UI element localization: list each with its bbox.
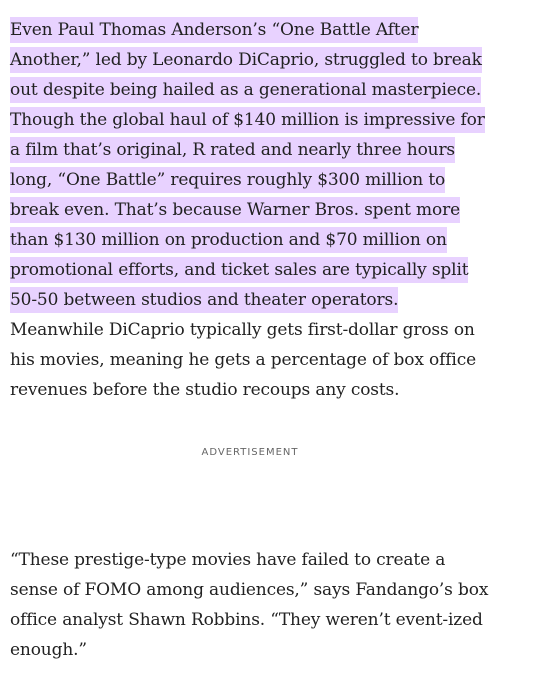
highlighted-text[interactable]: Even Paul Thomas Anderson’s “One Battle …: [10, 17, 419, 43]
highlighted-text[interactable]: long, “One Battle” requires roughly $300…: [10, 167, 445, 193]
paragraph-box-office: Even Paul Thomas Anderson’s “One Battle …: [10, 15, 530, 405]
paragraph-line: office analyst Shawn Robbins. “They were…: [10, 610, 483, 630]
paragraph-line: long, “One Battle” requires roughly $300…: [10, 165, 530, 195]
paragraph-line: enough.”: [10, 640, 87, 660]
paragraph-line: out despite being hailed as a generation…: [10, 75, 530, 105]
paragraph-line: break even. That’s because Warner Bros. …: [10, 195, 530, 225]
paragraph-line: Another,” led by Leonardo DiCaprio, stru…: [10, 45, 530, 75]
paragraph-line: sense of FOMO among audiences,” says Fan…: [10, 580, 489, 600]
paragraph-line: promotional efforts, and ticket sales ar…: [10, 255, 530, 285]
highlighted-text[interactable]: break even. That’s because Warner Bros. …: [10, 197, 460, 223]
paragraph-line: Even Paul Thomas Anderson’s “One Battle …: [10, 15, 530, 45]
highlighted-text[interactable]: out despite being hailed as a generation…: [10, 77, 481, 103]
highlighted-text[interactable]: Another,” led by Leonardo DiCaprio, stru…: [10, 47, 482, 73]
highlighted-text[interactable]: 50-50 between studios and theater operat…: [10, 287, 398, 313]
advertisement-label: ADVERTISEMENT: [201, 447, 299, 458]
paragraph-line: Meanwhile DiCaprio typically gets first-…: [10, 320, 475, 340]
paragraph-line: than $130 million on production and $70 …: [10, 225, 530, 255]
paragraph-line: a film that’s original, R rated and near…: [10, 135, 530, 165]
paragraph-line: “These prestige-type movies have failed …: [10, 550, 446, 570]
paragraph-line: 50-50 between studios and theater operat…: [10, 285, 530, 315]
paragraph-line: his movies, meaning he gets a percentage…: [10, 350, 476, 370]
article-body: Even Paul Thomas Anderson’s “One Battle …: [10, 15, 530, 405]
paragraph-line: Though the global haul of $140 million i…: [10, 105, 530, 135]
paragraph-quote: “These prestige-type movies have failed …: [10, 545, 530, 665]
highlighted-text[interactable]: promotional efforts, and ticket sales ar…: [10, 257, 469, 283]
highlighted-text[interactable]: Though the global haul of $140 million i…: [10, 107, 485, 133]
highlighted-text[interactable]: a film that’s original, R rated and near…: [10, 137, 455, 163]
paragraph-line: revenues before the studio recoups any c…: [10, 380, 400, 400]
highlighted-text[interactable]: than $130 million on production and $70 …: [10, 227, 447, 253]
